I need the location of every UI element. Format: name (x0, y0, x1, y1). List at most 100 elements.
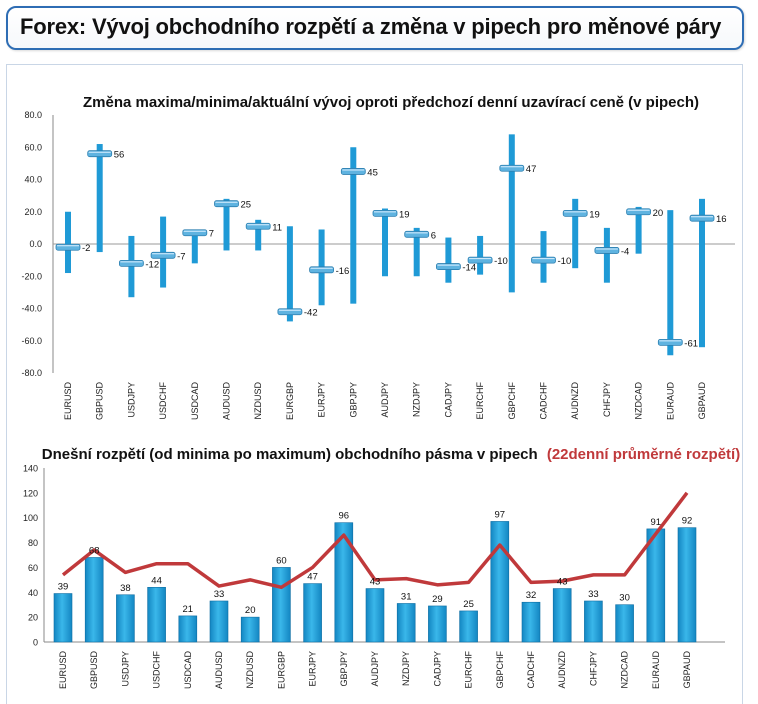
charts-panel (6, 64, 743, 704)
category-label: GBPUSD (95, 382, 105, 421)
range-bar (477, 235, 484, 275)
category-label: CADCHF (526, 650, 536, 688)
data-label: 96 (339, 511, 350, 522)
range-bar (459, 610, 478, 643)
category-label: EURAUD (665, 382, 675, 421)
data-label: 97 (495, 509, 506, 520)
data-label: -42 (304, 308, 318, 319)
change-chart-y-axis: 80.0 60.0 40.0 20.0 0.0 -20.0 -40.0 -60.0 -80.0 (21, 110, 54, 378)
y-tick-label: 120 (23, 488, 38, 498)
data-label: -10 (558, 256, 572, 267)
current-marker-body (626, 208, 651, 216)
category-label: GBPCHF (507, 382, 517, 420)
data-label: 20 (653, 208, 664, 219)
current-marker (277, 308, 303, 316)
current-marker (87, 150, 113, 158)
data-label: 25 (241, 200, 252, 211)
page-title: Forex: Vývoj obchodního rozpětí a změna … (20, 14, 722, 39)
current-marker (657, 338, 683, 346)
range-bar (116, 594, 135, 643)
current-marker (309, 266, 335, 274)
data-label: -14 (462, 263, 476, 274)
y-tick-label: 60 (28, 563, 38, 573)
category-label: AUDUSD (214, 651, 224, 690)
category-label: CADJPY (443, 382, 453, 418)
category-label: CADJPY (432, 651, 442, 687)
range-chart-average-line (61, 491, 689, 590)
range-bar (178, 615, 198, 643)
current-marker (150, 251, 176, 259)
data-label: 31 (401, 591, 412, 602)
range-bar (490, 521, 510, 643)
data-label: 43 (557, 577, 568, 588)
category-label: NZDUSD (245, 651, 255, 689)
data-label: 45 (367, 167, 378, 178)
current-marker-body (182, 229, 208, 237)
current-marker-body (119, 259, 144, 267)
category-label: GBPJPY (348, 382, 358, 418)
data-label: 11 (272, 222, 282, 233)
data-label: -61 (684, 338, 698, 349)
category-label: USDCAD (183, 651, 193, 690)
range-bar (286, 226, 293, 322)
data-label: 92 (682, 516, 693, 527)
current-marker (55, 243, 81, 251)
category-label: EURJPY (317, 382, 327, 418)
category-label: AUDJPY (380, 382, 390, 418)
range-bar (303, 583, 322, 643)
range-chart-title-main: Dnešní rozpětí (od minima po maximum) ob… (42, 446, 538, 463)
category-label: NZDCAD (634, 382, 644, 420)
range-bar (396, 603, 416, 643)
current-marker-body (55, 243, 81, 251)
range-bar (572, 198, 579, 269)
data-label: 16 (716, 214, 727, 225)
range-bar (53, 593, 73, 643)
category-label: CHFJPY (602, 382, 612, 417)
change-chart-data-labels: -2 56 -12 -7 7 25 11 -42 -16 45 19 6 -14 -10 47 -10 19 -4… (82, 150, 727, 350)
data-label: 33 (214, 589, 225, 600)
data-label: 43 (370, 577, 381, 588)
data-label: 47 (526, 164, 537, 175)
category-label: EURUSD (63, 382, 73, 421)
y-tick-label: -60.0 (21, 336, 42, 346)
range-bar (413, 227, 420, 277)
y-tick-label: -40.0 (21, 304, 42, 314)
range-bar (209, 600, 229, 643)
data-label: -12 (145, 259, 159, 270)
current-marker-body (340, 168, 366, 175)
change-chart-title: Změna maxima/minima/aktuální vývoj oprot… (83, 94, 699, 111)
range-bar (334, 522, 354, 643)
data-label: 19 (589, 209, 600, 220)
range-chart-data-labels: 39 68 38 44 21 33 20 60 47 96 43 31 29 25 97 32 43 33 30 91… (58, 509, 693, 616)
category-label: EURAUD (651, 651, 661, 690)
range-bar (382, 208, 388, 277)
category-label: NZDJPY (401, 651, 411, 686)
range-chart: Dnešní rozpětí (od minima po maximum) ob… (23, 446, 740, 689)
current-marker (214, 200, 239, 208)
current-marker-body (372, 209, 398, 217)
range-bar (240, 616, 260, 643)
current-marker (531, 256, 556, 264)
average-line (61, 491, 689, 590)
y-tick-label: -80.0 (21, 368, 42, 378)
data-label: -4 (621, 246, 629, 257)
current-marker (340, 168, 366, 175)
current-marker-body (277, 308, 303, 316)
data-label: 30 (619, 593, 630, 604)
category-label: EURCHF (475, 381, 485, 419)
data-label: 47 (307, 572, 318, 583)
change-chart-x-axis: EURUSD GBPUSD USDJPY USDCHF USDCAD AUDUSD NZDU… (63, 381, 707, 420)
y-tick-label: 80.0 (24, 110, 42, 120)
data-label: 6 (431, 230, 436, 241)
current-marker-body (499, 164, 525, 172)
current-marker-body (150, 251, 176, 259)
change-chart-range-bars (55, 134, 715, 356)
range-bar (272, 567, 291, 643)
category-label: GBPAUD (682, 651, 692, 689)
current-marker (626, 208, 651, 216)
data-label: 7 (209, 229, 214, 240)
range-bar (667, 210, 674, 356)
data-label: 68 (89, 545, 100, 556)
category-label: AUDNZD (557, 651, 567, 689)
